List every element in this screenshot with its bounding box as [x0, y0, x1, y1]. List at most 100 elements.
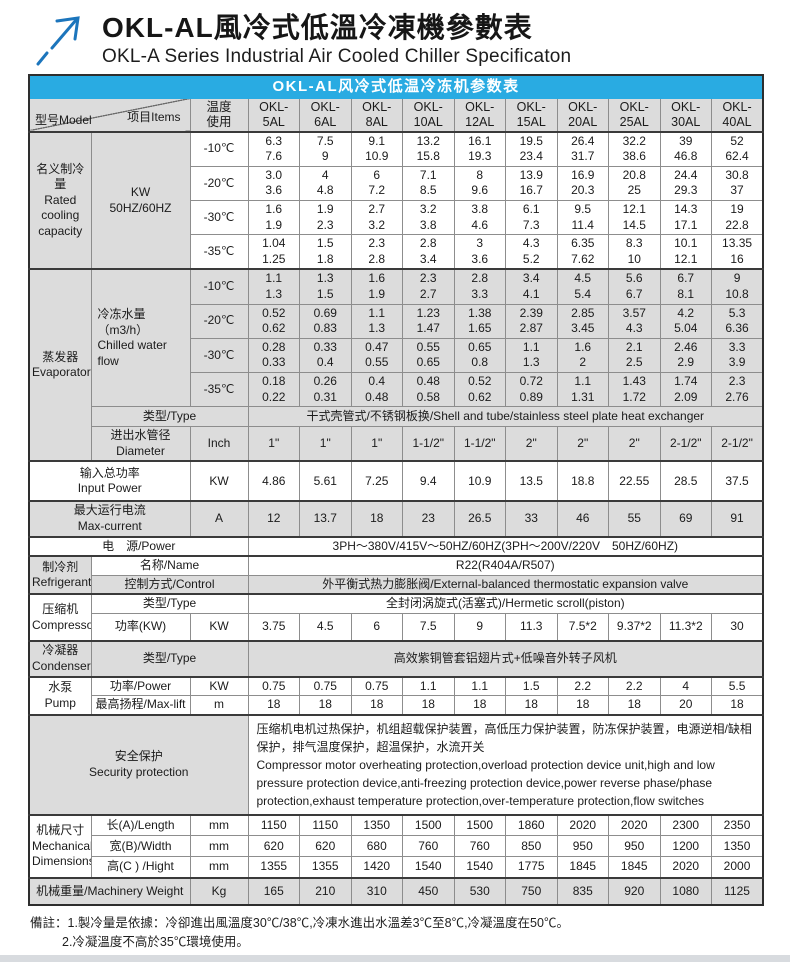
row-label: KW 50HZ/60HZ — [90, 130, 191, 270]
temp-label: -10℃ — [189, 268, 249, 305]
table-cell: 3.2 3.8 — [402, 200, 455, 236]
table-cell: 7.25 — [350, 460, 403, 502]
table-cell: 1150 — [247, 813, 300, 837]
corner-items-label: 项目Items — [127, 109, 181, 124]
table-cell: 1.9 2.3 — [299, 200, 352, 236]
table-cell: 0.28 0.33 — [247, 337, 300, 374]
table-cell: 9 — [453, 612, 506, 642]
table-cell: 1.1 1.3 — [350, 303, 403, 339]
unit-label: mm — [189, 813, 249, 837]
table-cell: 2.39 2.87 — [505, 303, 558, 339]
column-header: OKL- 30AL — [659, 97, 712, 133]
table-cell: 4 4.8 — [299, 165, 352, 202]
table-cell: 760 — [453, 835, 506, 858]
table-cell: 1125 — [711, 876, 764, 906]
table-cell: 18 — [402, 695, 455, 716]
table-cell: 1845 — [556, 856, 609, 879]
table-cell: 1.1 1.3 — [505, 337, 558, 374]
table-cell: 2" — [608, 426, 661, 462]
row-label: 制冷剂 Refrigerant — [28, 555, 92, 595]
table-cell: 8.3 10 — [608, 234, 661, 270]
table-cell: 2.3 2.7 — [402, 268, 455, 305]
table-cell: 920 — [608, 876, 661, 906]
table-cell: 0.52 0.62 — [453, 371, 506, 408]
row-label: 机械重量/Machinery Weight — [28, 876, 191, 906]
row-label: 安全保护 Security protection — [28, 713, 249, 816]
table-cell: 5.3 6.36 — [711, 303, 764, 339]
table-cell: 5.6 6.7 — [608, 268, 661, 305]
table-cell: 210 — [299, 876, 352, 906]
temp-label: -10℃ — [189, 130, 249, 167]
table-cell: 3.0 3.6 — [247, 165, 300, 202]
table-cell: 2" — [505, 426, 558, 462]
temp-label: -30℃ — [189, 337, 249, 374]
table-cell: 1.5 1.8 — [299, 234, 352, 270]
table-cell: 6.7 8.1 — [659, 268, 712, 305]
arrow-logo-icon — [30, 12, 90, 68]
table-cell: 3.75 — [247, 612, 300, 642]
table-cell: 1355 — [299, 856, 352, 879]
table-cell: 2.2 — [556, 675, 609, 697]
table-cell: 1.1 — [402, 675, 455, 697]
table-cell: 1775 — [505, 856, 558, 879]
table-cell: 4.2 5.04 — [659, 303, 712, 339]
table-cell: 950 — [556, 835, 609, 858]
table-cell: 1-1/2" — [453, 426, 506, 462]
column-header: OKL- 12AL — [453, 97, 506, 133]
temp-label: -20℃ — [189, 165, 249, 202]
table-cell: 20.8 25 — [608, 165, 661, 202]
row-label: 进出水管径 Diameter — [90, 426, 191, 462]
table-cell: 1.1 1.31 — [556, 371, 609, 408]
table-cell: 310 — [350, 876, 403, 906]
table-cell: 6.1 7.3 — [505, 200, 558, 236]
table-cell: 5.5 — [711, 675, 764, 697]
unit-label: Inch — [189, 426, 249, 462]
table-cell: 18 — [453, 695, 506, 716]
table-cell: 1350 — [711, 835, 764, 858]
column-header: OKL- 10AL — [402, 97, 455, 133]
table-cell: 1.1 — [453, 675, 506, 697]
table-cell: 1200 — [659, 835, 712, 858]
table-cell: 22.55 — [608, 460, 661, 502]
table-cell: 7.5*2 — [556, 612, 609, 642]
table-cell: 1.23 1.47 — [402, 303, 455, 339]
table-cell: 18.8 — [556, 460, 609, 502]
table-cell: 5.61 — [299, 460, 352, 502]
table-cell: 1500 — [453, 813, 506, 837]
row-label: 冷凝器 Condenser — [28, 640, 92, 678]
page-subtitle: OKL-A Series Industrial Air Cooled Chill… — [102, 46, 572, 68]
table-cell: 2.3 2.76 — [711, 371, 764, 408]
table-cell: 0.75 — [299, 675, 352, 697]
table-cell: 3.3 3.9 — [711, 337, 764, 374]
table-cell: 13.7 — [299, 500, 352, 538]
table-cell: 1350 — [350, 813, 403, 837]
table-cell: 11.3*2 — [659, 612, 712, 642]
table-cell: 2.46 2.9 — [659, 337, 712, 374]
spec-value: 高效紫铜管套铝翅片式+低噪音外转子风机 — [247, 640, 764, 678]
table-cell: 33 — [505, 500, 558, 538]
table-cell: 19 22.8 — [711, 200, 764, 236]
table-cell: 19.5 23.4 — [505, 130, 558, 167]
table-cell: 850 — [505, 835, 558, 858]
table-cell: 7.5 9 — [299, 130, 352, 167]
table-cell: 10.1 12.1 — [659, 234, 712, 270]
row-label: 最高扬程/Max-lift — [90, 695, 191, 716]
unit-label: mm — [189, 856, 249, 879]
table-cell: 0.47 0.55 — [350, 337, 403, 374]
table-cell: 28.5 — [659, 460, 712, 502]
unit-label: A — [189, 500, 249, 538]
table-cell: 1.5 — [505, 675, 558, 697]
table-cell: 6 — [350, 612, 403, 642]
table-cell: 2.85 3.45 — [556, 303, 609, 339]
table-cell: 16.9 20.3 — [556, 165, 609, 202]
table-cell: 0.75 — [350, 675, 403, 697]
table-cell: 7.1 8.5 — [402, 165, 455, 202]
row-label: 功率/Power — [90, 675, 191, 697]
column-header: OKL- 8AL — [350, 97, 403, 133]
table-cell: 760 — [402, 835, 455, 858]
column-header: OKL- 6AL — [299, 97, 352, 133]
table-cell: 750 — [505, 876, 558, 906]
table-cell: 2.8 3.3 — [453, 268, 506, 305]
table-cell: 4.86 — [247, 460, 300, 502]
table-cell: 18 — [247, 695, 300, 716]
